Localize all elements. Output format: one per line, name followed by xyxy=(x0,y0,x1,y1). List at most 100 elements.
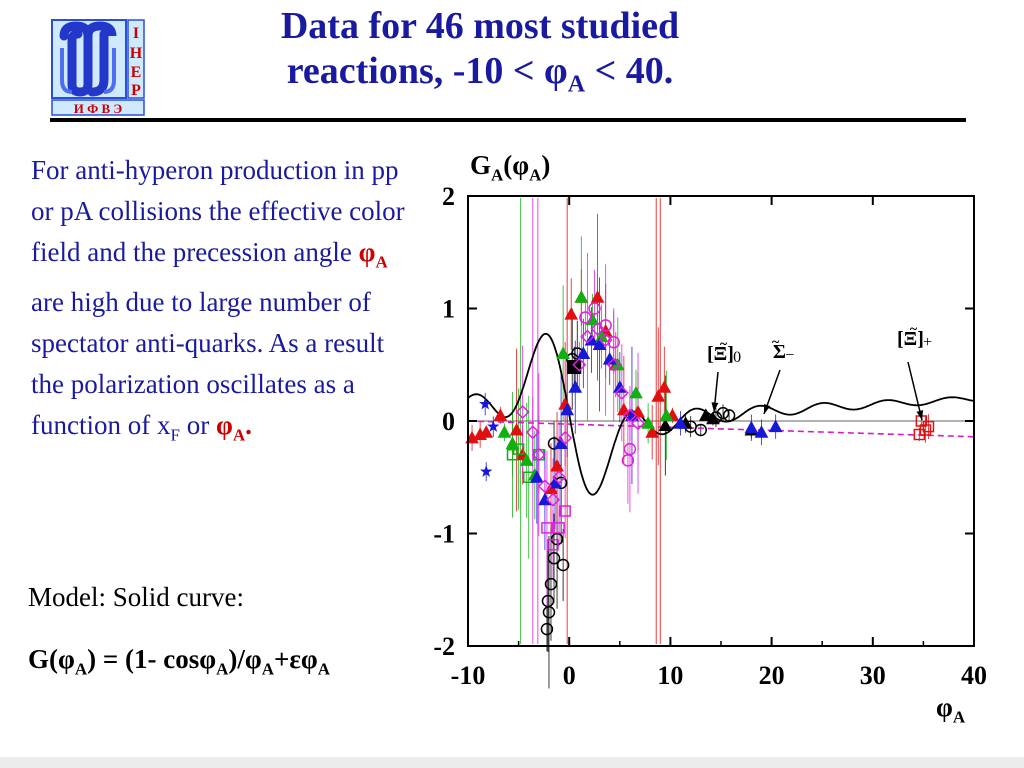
data-point xyxy=(509,422,524,436)
data-point xyxy=(673,416,688,429)
data-point xyxy=(694,423,708,437)
logo-cyrillic: И Ф В Э xyxy=(74,101,123,116)
data-point xyxy=(659,408,674,421)
data-point xyxy=(479,425,494,438)
data-point xyxy=(580,329,595,344)
data-point xyxy=(574,290,589,303)
data-point xyxy=(553,522,565,534)
data-point xyxy=(641,416,655,429)
data-point xyxy=(547,552,561,565)
y-tick-label: 0 xyxy=(442,407,455,436)
x-tick-label: -10 xyxy=(451,661,486,690)
phi-symbol: φA xyxy=(358,237,388,272)
ihep-logo: I H E P И Ф В Э xyxy=(50,18,146,117)
y-axis-label: GA(φA) xyxy=(470,150,551,185)
data-point xyxy=(716,406,730,420)
x-tick-label: 40 xyxy=(961,661,987,690)
data-point xyxy=(922,420,935,433)
data-point xyxy=(658,418,673,431)
data-point xyxy=(556,558,570,572)
data-point xyxy=(602,352,617,365)
model-label: Model: Solid curve: xyxy=(28,582,244,612)
data-point xyxy=(754,425,769,438)
data-point xyxy=(531,447,546,462)
data-point xyxy=(645,425,660,438)
logo-letter-p: P xyxy=(131,82,141,99)
data-point xyxy=(629,385,643,399)
data-point xyxy=(525,425,540,440)
data-point xyxy=(576,346,591,359)
data-point xyxy=(547,539,559,551)
data-point xyxy=(519,453,534,466)
data-point xyxy=(537,479,552,494)
data-point xyxy=(552,470,567,485)
data-point xyxy=(564,307,579,320)
data-point xyxy=(614,385,629,400)
annotation-arrow-head xyxy=(711,402,719,412)
x-tick-label: 30 xyxy=(860,661,886,690)
data-point xyxy=(493,408,508,421)
data-point xyxy=(568,380,583,393)
data-point xyxy=(768,419,783,433)
annotation-arrow-head xyxy=(764,404,771,414)
data-point xyxy=(630,416,646,431)
dashed-curve xyxy=(467,420,975,438)
data-point xyxy=(598,332,613,348)
title-rule xyxy=(50,118,966,122)
data-point xyxy=(541,522,553,534)
logo-letter-h: H xyxy=(130,45,143,62)
title-line-1: Data for 46 most studied xyxy=(280,5,680,47)
data-point xyxy=(913,428,926,441)
data-point xyxy=(622,408,637,423)
data-point xyxy=(698,408,713,421)
x-axis-label: φA xyxy=(936,692,966,727)
data-point xyxy=(512,443,525,455)
data-point xyxy=(722,409,736,422)
data-point xyxy=(623,442,637,456)
y-tick-label: -2 xyxy=(433,632,455,661)
y-tick-label: -1 xyxy=(433,520,455,549)
data-point xyxy=(567,360,582,374)
data-point xyxy=(607,336,620,349)
page-title: Data for 46 most studied reactions, -10 … xyxy=(190,4,770,108)
data-point xyxy=(487,420,500,432)
data-point xyxy=(606,357,621,372)
particle-annotation: [Ξ]~+ xyxy=(897,322,932,351)
data-point xyxy=(538,492,552,506)
data-point xyxy=(590,321,605,336)
data-point xyxy=(505,436,520,449)
data-point xyxy=(515,404,530,420)
data-point xyxy=(612,380,627,393)
data-point xyxy=(497,425,512,438)
data-point xyxy=(579,311,592,324)
data-point xyxy=(556,346,570,359)
data-point xyxy=(558,430,573,445)
data-point xyxy=(550,458,564,472)
data-point xyxy=(588,302,601,315)
annotation-arrow-head xyxy=(916,410,924,420)
data-point xyxy=(590,290,605,303)
description-text: For anti-hyperon production in pp or pA … xyxy=(31,155,405,445)
x-tick-label: 20 xyxy=(759,661,785,690)
y-tick-label: 1 xyxy=(442,295,455,324)
data-point xyxy=(560,402,575,416)
data-point xyxy=(480,465,493,477)
data-point xyxy=(744,420,759,434)
data-point xyxy=(479,397,492,410)
model-formula: G(φA) = (1- cosφA)/φA+εφA xyxy=(28,644,331,679)
data-point xyxy=(542,606,556,619)
phi-symbol-end: φA. xyxy=(215,410,252,445)
data-point xyxy=(559,505,571,517)
data-point xyxy=(529,470,544,483)
particle-annotation: [Ξ]~0 xyxy=(707,337,741,366)
data-point xyxy=(657,380,672,393)
logo-letter-e: E xyxy=(131,64,142,81)
particle-annotation: Σ~− xyxy=(772,335,794,364)
data-point xyxy=(544,577,558,591)
data-point xyxy=(651,389,666,402)
title-line-2: reactions, -10 < φA < 40. xyxy=(286,50,674,98)
logo-letter-i: I xyxy=(133,25,139,42)
y-tick-label: 2 xyxy=(442,182,455,211)
x-tick-label: 0 xyxy=(563,661,576,690)
